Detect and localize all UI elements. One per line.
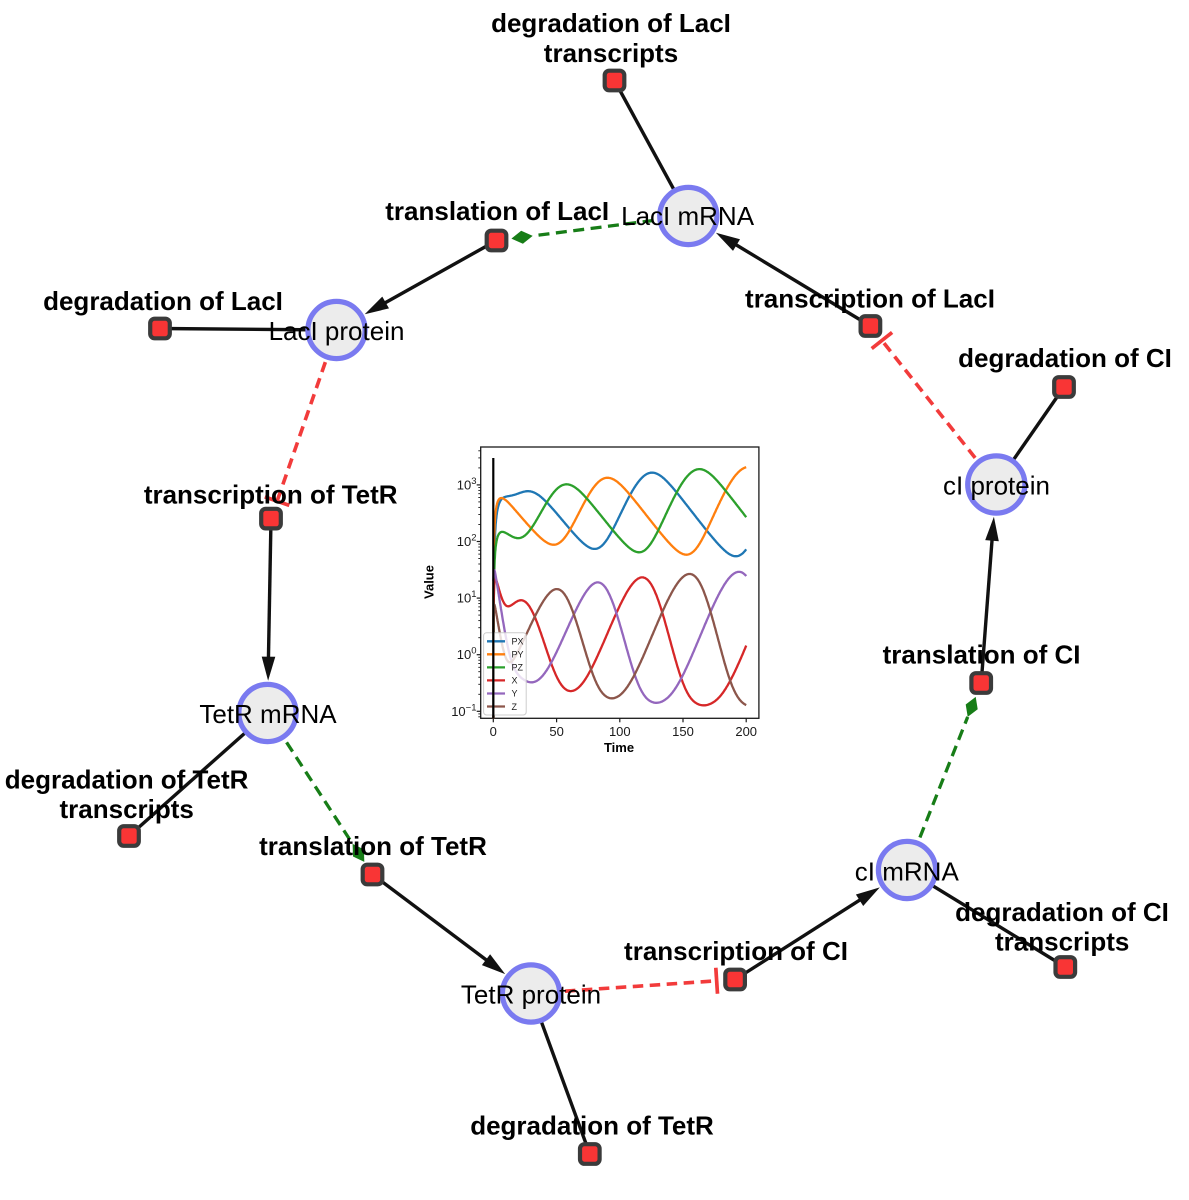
svg-text:transcripts: transcripts — [544, 38, 678, 68]
svg-text:Z: Z — [512, 702, 518, 712]
svg-text:100: 100 — [609, 724, 631, 739]
svg-text:degradation of TetR: degradation of TetR — [470, 1111, 714, 1141]
svg-text:cI protein: cI protein — [943, 471, 1050, 501]
svg-text:0: 0 — [490, 724, 497, 739]
svg-text:Value: Value — [422, 565, 437, 599]
svg-text:transcripts: transcripts — [60, 794, 194, 824]
svg-text:LacI protein: LacI protein — [269, 316, 405, 346]
svg-text:degradation of CI: degradation of CI — [958, 343, 1172, 373]
svg-text:50: 50 — [549, 724, 563, 739]
svg-text:TetR protein: TetR protein — [461, 980, 601, 1010]
svg-text:translation of CI: translation of CI — [883, 639, 1081, 669]
svg-text:Time: Time — [604, 740, 634, 755]
svg-text:PZ: PZ — [512, 663, 524, 673]
svg-text:cI mRNA: cI mRNA — [855, 857, 960, 887]
svg-text:degradation of LacI: degradation of LacI — [43, 286, 283, 316]
svg-text:LacI mRNA: LacI mRNA — [621, 201, 755, 231]
svg-text:Y: Y — [512, 689, 518, 699]
svg-text:PY: PY — [512, 650, 524, 660]
svg-text:translation of TetR: translation of TetR — [259, 831, 487, 861]
svg-text:transcription of CI: transcription of CI — [624, 936, 848, 966]
svg-text:transcription of TetR: transcription of TetR — [144, 479, 398, 509]
svg-text:transcripts: transcripts — [995, 927, 1129, 957]
svg-text:transcription of LacI: transcription of LacI — [745, 283, 995, 313]
svg-text:degradation of LacI: degradation of LacI — [491, 8, 731, 38]
svg-text:X: X — [512, 676, 518, 686]
svg-text:200: 200 — [735, 724, 757, 739]
svg-text:150: 150 — [672, 724, 694, 739]
svg-text:PX: PX — [512, 637, 524, 647]
svg-text:TetR mRNA: TetR mRNA — [199, 699, 337, 729]
svg-text:translation of LacI: translation of LacI — [385, 196, 609, 226]
svg-text:degradation of TetR: degradation of TetR — [5, 765, 249, 795]
svg-text:degradation of CI: degradation of CI — [955, 897, 1169, 927]
